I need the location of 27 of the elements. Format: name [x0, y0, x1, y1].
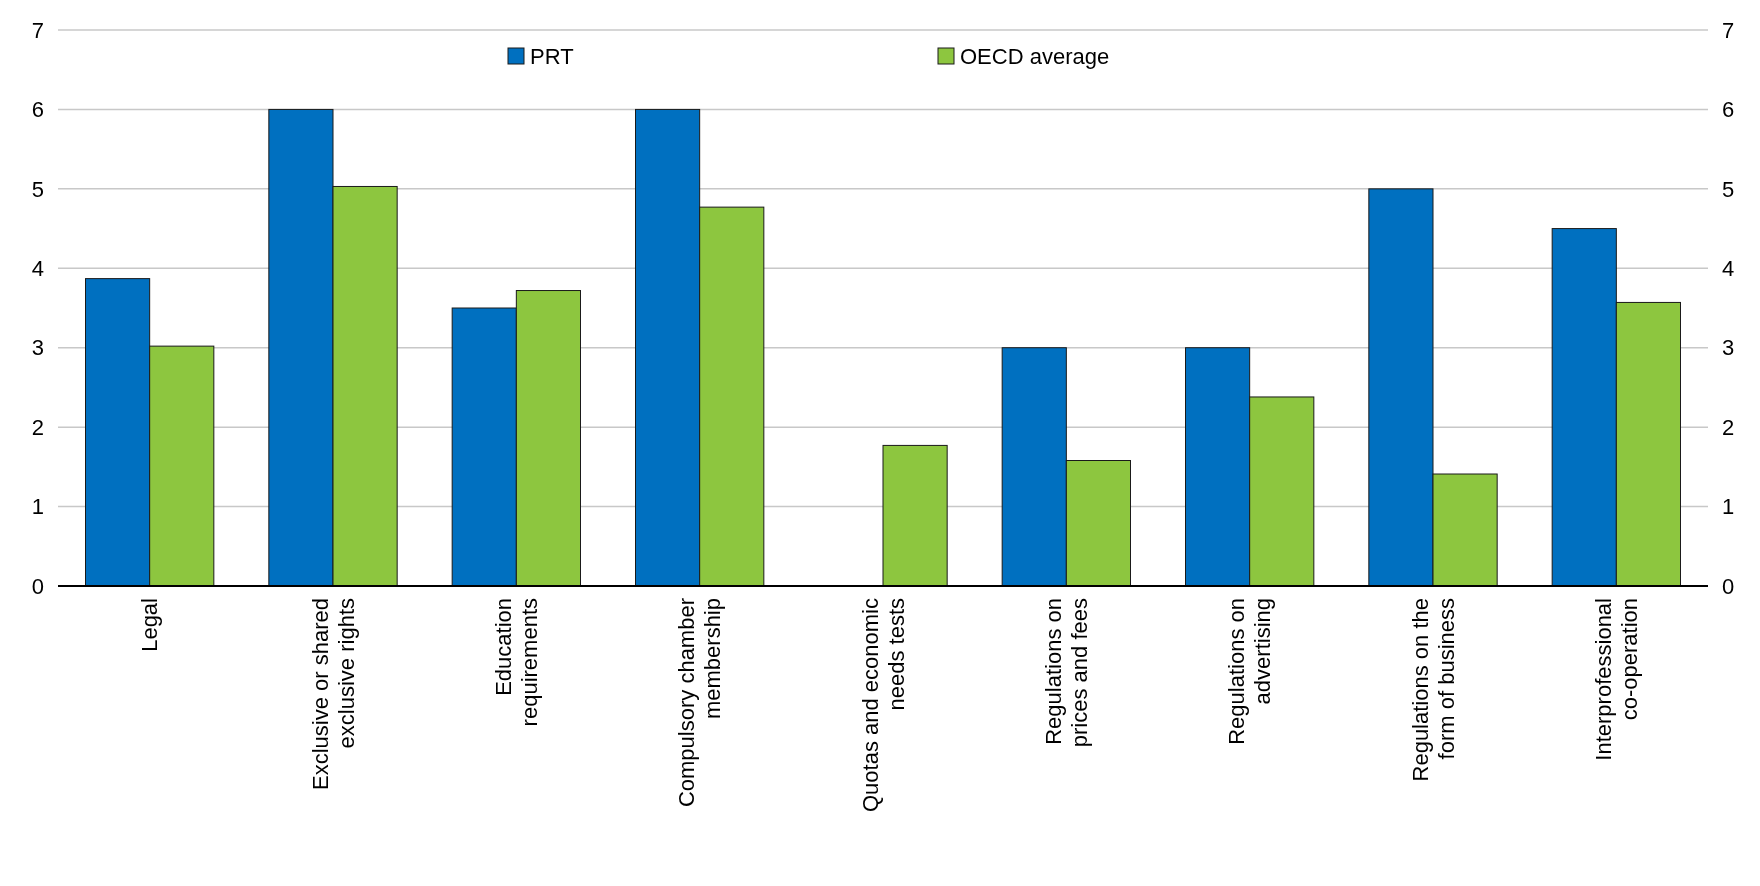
y-tick-label: 7 [31, 17, 44, 43]
y-tick-label: 0 [31, 573, 44, 599]
y-tick-label: 4 [31, 255, 44, 281]
y-tick-label: 5 [31, 176, 44, 202]
y-tick-label: 1 [31, 494, 44, 520]
y2-tick-label: 7 [1722, 17, 1735, 43]
x-tick-label: Quotas and economic needs tests [857, 598, 909, 813]
x-tick-label: Regulations on advertising [1224, 598, 1276, 745]
legend-label: OECD average [960, 43, 1110, 69]
x-tick-label: Regulations on prices and fees [1041, 598, 1093, 748]
y2-tick-label: 4 [1722, 255, 1735, 281]
y2-tick-label: 5 [1722, 176, 1735, 202]
y-tick-label: 2 [31, 414, 44, 440]
y2-tick-label: 1 [1722, 494, 1735, 520]
x-tick-label: Education requirements [491, 598, 543, 727]
legend-label: PRT [530, 43, 574, 69]
y2-tick-label: 0 [1722, 573, 1735, 599]
y2-tick-label: 2 [1722, 414, 1735, 440]
y-tick-label: 6 [31, 97, 44, 123]
x-tick-label: Exclusive or shared exclusive rights [307, 598, 359, 790]
x-tick-label: Interprofessional co-operation [1591, 598, 1643, 761]
y-tick-label: 3 [31, 335, 44, 361]
x-tick-label: Legal [137, 598, 163, 652]
y2-tick-label: 3 [1722, 335, 1735, 361]
bar [882, 444, 948, 587]
y2-tick-label: 6 [1722, 97, 1735, 123]
x-tick-label: Compulsory chamber membership [674, 598, 726, 808]
